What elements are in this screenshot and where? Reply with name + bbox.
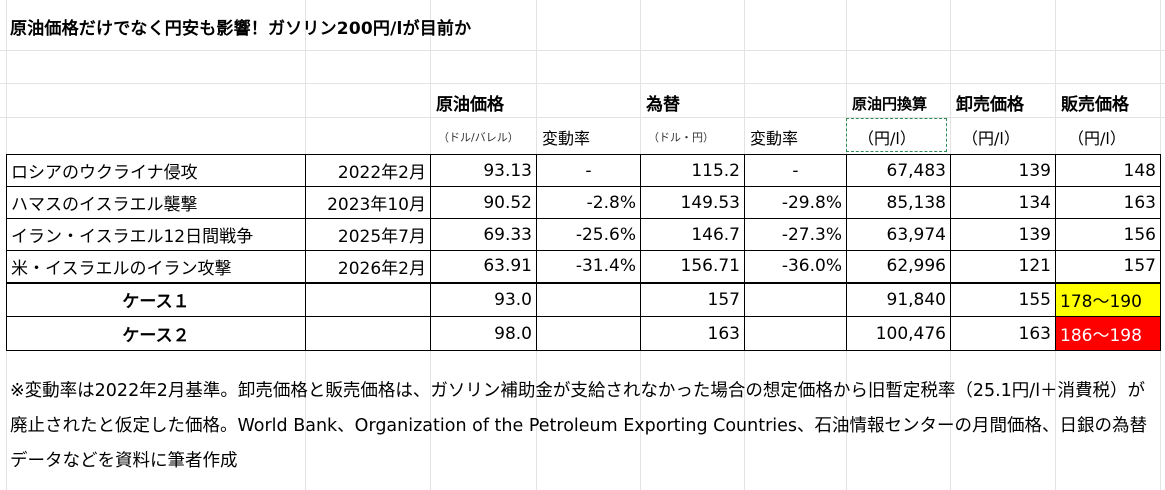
wholesale-cell: 139 [950, 154, 1056, 187]
crude-yen-cell: 62,996 [846, 250, 951, 283]
header-crude: 原油価格 [436, 95, 504, 115]
empty-cell [536, 316, 641, 351]
empty-cell [744, 281, 847, 317]
fx-change-cell: -29.8% [744, 186, 847, 219]
page-title: 原油価格だけでなく円安も影響！ガソリン200円/lが目前か [10, 19, 472, 39]
header-crude-yen: 原油円換算 [852, 95, 928, 113]
crude-cell: 63.91 [430, 250, 537, 283]
header-retail: 販売価格 [1061, 95, 1129, 115]
empty-cell [744, 316, 847, 351]
case-row: ケース１ 93.0 157 91,840 155 178～190 [6, 281, 1161, 317]
retail-cell: 156 [1055, 218, 1161, 251]
header-fx-unit: （ドル・円） [648, 131, 714, 144]
empty-cell [536, 281, 641, 317]
crude-yen-cell: 91,840 [846, 281, 951, 317]
crude-change-cell: -25.6% [536, 218, 641, 251]
case-label-cell: ケース１ [6, 281, 306, 317]
fx-cell: 163 [640, 316, 745, 351]
event-cell: 米・イスラエルのイラン攻撃 [6, 250, 306, 283]
wholesale-cell: 121 [950, 250, 1056, 283]
wholesale-cell: 163 [950, 316, 1056, 351]
date-cell: 2023年10月 [305, 186, 431, 219]
table-row: ハマスのイスラエル襲撃 2023年10月 90.52 -2.8% 149.53 … [6, 186, 1161, 219]
event-cell: ロシアのウクライナ侵攻 [6, 154, 306, 187]
crude-yen-cell: 63,974 [846, 218, 951, 251]
crude-cell: 93.13 [430, 154, 537, 187]
header-crude-change: 変動率 [542, 129, 591, 148]
retail-cell: 148 [1055, 154, 1161, 187]
date-cell: 2026年2月 [305, 250, 431, 283]
table-row: ロシアのウクライナ侵攻 2022年2月 93.13 - 115.2 - 67,4… [6, 154, 1161, 187]
fx-change-cell: -36.0% [744, 250, 847, 283]
event-cell: イラン・イスラエル12日間戦争 [6, 218, 306, 251]
fx-cell: 157 [640, 281, 745, 317]
crude-cell: 69.33 [430, 218, 537, 251]
case-label-cell: ケース２ [6, 316, 306, 351]
header-fx-change: 変動率 [750, 129, 799, 148]
fx-cell: 149.53 [640, 186, 745, 219]
header-fx: 為替 [646, 95, 680, 115]
header-retail-unit: （円/l） [1068, 129, 1126, 148]
crude-cell: 90.52 [430, 186, 537, 219]
empty-cell [305, 281, 431, 317]
crude-change-cell: -2.8% [536, 186, 641, 219]
date-cell: 2022年2月 [305, 154, 431, 187]
crude-change-cell: -31.4% [536, 250, 641, 283]
fx-change-cell: - [744, 154, 847, 187]
retail-range-cell: 178～190 [1055, 281, 1161, 317]
table-row: 米・イスラエルのイラン攻撃 2026年2月 63.91 -31.4% 156.7… [6, 250, 1161, 283]
header-wholesale-unit: （円/l） [962, 129, 1020, 148]
table-row: イラン・イスラエル12日間戦争 2025年7月 69.33 -25.6% 146… [6, 218, 1161, 251]
empty-cell [305, 316, 431, 351]
crude-cell: 93.0 [430, 281, 537, 317]
crude-yen-cell: 85,138 [846, 186, 951, 219]
wholesale-cell: 155 [950, 281, 1056, 317]
wholesale-cell: 139 [950, 218, 1056, 251]
header-crude-yen-unit: （円/l） [858, 129, 916, 148]
crude-yen-cell: 67,483 [846, 154, 951, 187]
selected-cell-marquee [846, 118, 947, 152]
header-wholesale: 卸売価格 [956, 95, 1024, 115]
retail-range-cell: 186～198 [1055, 316, 1161, 351]
footnote: ※変動率は2022年2月基準。卸売価格と販売価格は、ガソリン補助金が支給されなか… [10, 381, 1148, 471]
wholesale-cell: 134 [950, 186, 1056, 219]
crude-cell: 98.0 [430, 316, 537, 351]
date-cell: 2025年7月 [305, 218, 431, 251]
event-cell: ハマスのイスラエル襲撃 [6, 186, 306, 219]
header-crude-unit: （ドル/バレル） [438, 131, 519, 144]
crude-change-cell: - [536, 154, 641, 187]
price-table: ロシアのウクライナ侵攻 2022年2月 93.13 - 115.2 - 67,4… [6, 154, 1161, 351]
fx-cell: 115.2 [640, 154, 745, 187]
retail-cell: 157 [1055, 250, 1161, 283]
fx-cell: 146.7 [640, 218, 745, 251]
fx-change-cell: -27.3% [744, 218, 847, 251]
case-row: ケース２ 98.0 163 100,476 163 186～198 [6, 316, 1161, 351]
crude-yen-cell: 100,476 [846, 316, 951, 351]
retail-cell: 163 [1055, 186, 1161, 219]
fx-cell: 156.71 [640, 250, 745, 283]
